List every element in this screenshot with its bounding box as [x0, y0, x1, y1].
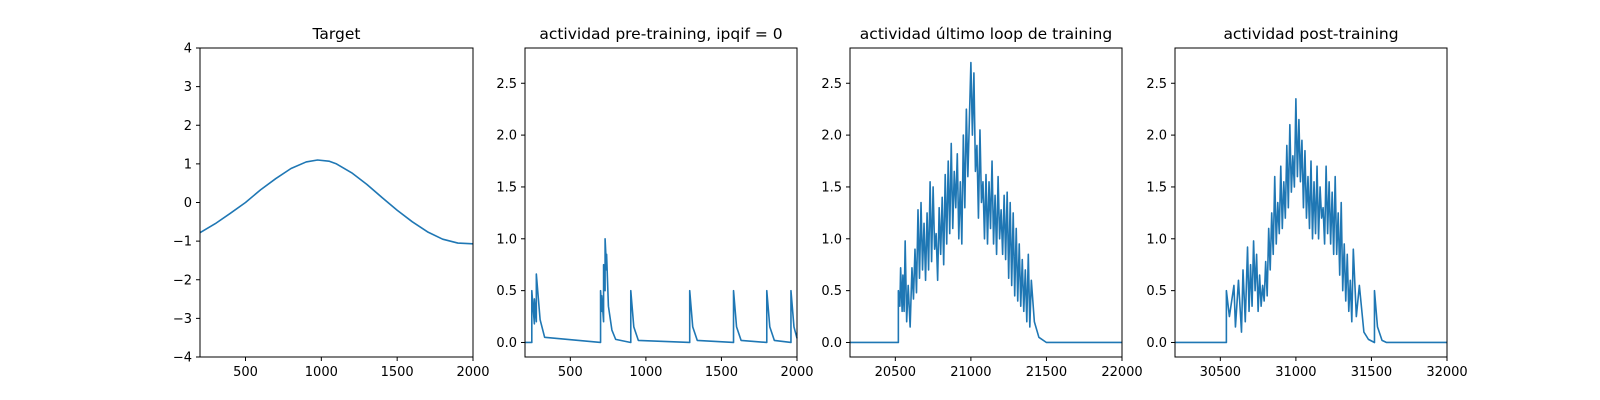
x-tick-label: 1000 — [305, 365, 338, 380]
y-tick-label: −4 — [173, 351, 192, 366]
subplot-4: 30500 31000 31500 32000 0.0 0.5 1.0 1.5 2.0 2.5 ac… — [1146, 25, 1467, 380]
y-tick-label: 1.0 — [1146, 232, 1167, 247]
x-tick-label: 22000 — [1101, 365, 1142, 380]
x-tick-label: 1000 — [629, 365, 662, 380]
x-tick-label: 1500 — [705, 365, 738, 380]
subplot-2: 500 1000 1500 2000 0.0 0.5 1.0 1.5 2.0 2.5 activid… — [496, 25, 813, 380]
y-tick-label: 4 — [184, 42, 192, 57]
subplot-title: actividad último loop de training — [860, 25, 1112, 43]
x-tick-label: 500 — [233, 365, 258, 380]
series-line — [1175, 98, 1447, 344]
y-tick-label: 2.5 — [496, 77, 517, 92]
y-tick-label: 1 — [184, 157, 192, 172]
y-tick-label: 1.0 — [821, 232, 842, 247]
y-tick-label: 0.0 — [496, 336, 517, 351]
y-tick-label: 3 — [184, 80, 192, 95]
subplot-3: 20500 21000 21500 22000 0.0 0.5 1.0 1.5 2.0 2.5 ac… — [821, 25, 1142, 380]
x-tick-label: 21000 — [950, 365, 991, 380]
axes-frame — [849, 47, 1123, 358]
y-tick-label: 2.5 — [821, 77, 842, 92]
y-tick-label: 1.5 — [496, 180, 517, 195]
series-line — [199, 159, 474, 245]
y-tick-label: 0.5 — [496, 284, 517, 299]
subplot-title: actividad pre-training, ipqif = 0 — [539, 25, 782, 43]
axes-frame — [1174, 47, 1448, 358]
y-tick-label: −2 — [173, 273, 192, 288]
y-tick-label: 0.5 — [1146, 284, 1167, 299]
x-tick-label: 31500 — [1351, 365, 1392, 380]
x-tick-label: 30500 — [1200, 365, 1241, 380]
y-tick-label: 2.0 — [496, 129, 517, 144]
series-line — [525, 237, 798, 344]
y-tick-label: 1.5 — [1146, 180, 1167, 195]
y-tick-label: 2.0 — [821, 129, 842, 144]
y-tick-label: 2 — [184, 119, 192, 134]
x-tick-label: 31000 — [1275, 365, 1316, 380]
y-tick-label: 0.5 — [821, 284, 842, 299]
axes-frame — [524, 47, 798, 358]
x-tick-label: 32000 — [1426, 365, 1467, 380]
x-tick-label: 20500 — [875, 365, 916, 380]
subplot-1: 500 1000 1500 2000 −4 −3 −2 −1 0 1 2 3 4 Target — [173, 25, 490, 380]
x-tick-label: 500 — [558, 365, 583, 380]
series-line — [850, 61, 1122, 344]
y-tick-label: −1 — [173, 235, 192, 250]
y-tick-label: 1.5 — [821, 180, 842, 195]
y-tick-label: 0.0 — [821, 336, 842, 351]
y-tick-label: −3 — [173, 312, 192, 327]
subplot-title: actividad post-training — [1223, 25, 1398, 43]
x-tick-label: 1500 — [381, 365, 414, 380]
x-tick-label: 2000 — [780, 365, 813, 380]
y-tick-label: 2.5 — [1146, 77, 1167, 92]
x-tick-label: 21500 — [1026, 365, 1067, 380]
y-tick-label: 1.0 — [496, 232, 517, 247]
x-tick-label: 2000 — [456, 365, 489, 380]
subplot-title: Target — [312, 25, 361, 43]
y-tick-label: 0 — [184, 196, 192, 211]
axes-frame — [199, 47, 474, 358]
y-tick-label: 0.0 — [1146, 336, 1167, 351]
y-tick-label: 2.0 — [1146, 129, 1167, 144]
